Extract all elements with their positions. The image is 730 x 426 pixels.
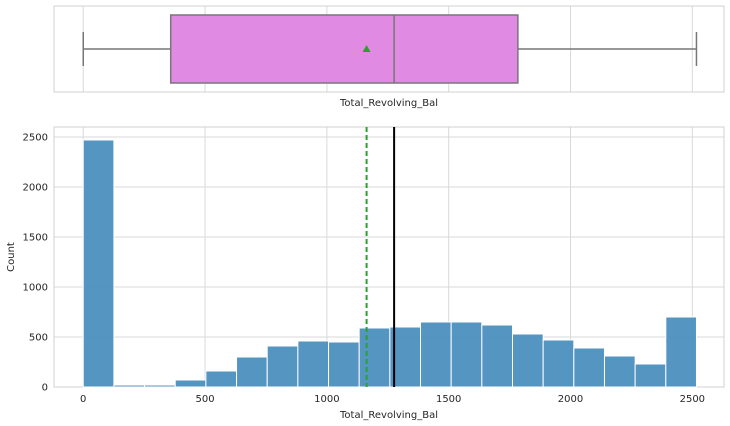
histogram-y-tick-labels: 0 500 1000 1500 2000 2500 (23, 133, 48, 394)
boxplot-panel: Total_Revolving_Bal (53, 5, 725, 109)
x-tick-label: 0 (80, 394, 86, 405)
x-tick-label: 2000 (558, 394, 583, 405)
histogram-bar (328, 341, 360, 388)
histogram-bar (113, 384, 146, 388)
histogram-bar (82, 139, 115, 388)
histogram-bar (450, 321, 483, 388)
histogram-bar (420, 321, 452, 388)
iqr-box (169, 14, 519, 84)
histogram-bar (573, 347, 605, 388)
boxplot-x-axis-label: Total_Revolving_Bal (339, 98, 438, 109)
histogram-bar (266, 345, 299, 388)
histogram-bar (297, 340, 330, 388)
y-tick-label: 2500 (23, 133, 48, 144)
histogram-bar (542, 339, 575, 388)
y-tick-label: 0 (42, 383, 48, 394)
x-tick-label: 1500 (436, 394, 461, 405)
y-tick-label: 500 (29, 333, 48, 344)
mean-marker (362, 45, 371, 52)
histogram-panel: 0 500 1000 1500 2000 2500 0 500 1000 1500 2000 250… (6, 126, 725, 421)
histogram-bar (481, 324, 513, 388)
histogram-bar (634, 363, 667, 388)
y-tick-label: 1000 (23, 283, 48, 294)
boxplot-frame (53, 5, 725, 93)
histogram-y-axis-label: Count (6, 242, 17, 272)
histogram-reference-lines (365, 127, 396, 387)
x-tick-label: 1000 (314, 394, 339, 405)
x-tick-label: 2500 (680, 394, 705, 405)
histogram-bar (174, 379, 207, 388)
histogram-bar (603, 355, 636, 388)
y-tick-label: 2000 (23, 183, 48, 194)
histogram-bar (205, 370, 238, 388)
histogram-x-tick-labels: 0 500 1000 1500 2000 2500 (80, 394, 705, 405)
histogram-bar (144, 384, 176, 388)
histogram-bar (236, 356, 268, 388)
histogram-bar (358, 327, 391, 388)
y-tick-label: 1500 (23, 233, 48, 244)
histogram-bars (82, 139, 697, 388)
histogram-x-axis-label: Total_Revolving_Bal (339, 410, 438, 421)
boxplot-marks (82, 14, 698, 84)
x-tick-label: 500 (196, 394, 215, 405)
histogram-bar (665, 316, 697, 388)
histogram-bar (511, 333, 544, 388)
